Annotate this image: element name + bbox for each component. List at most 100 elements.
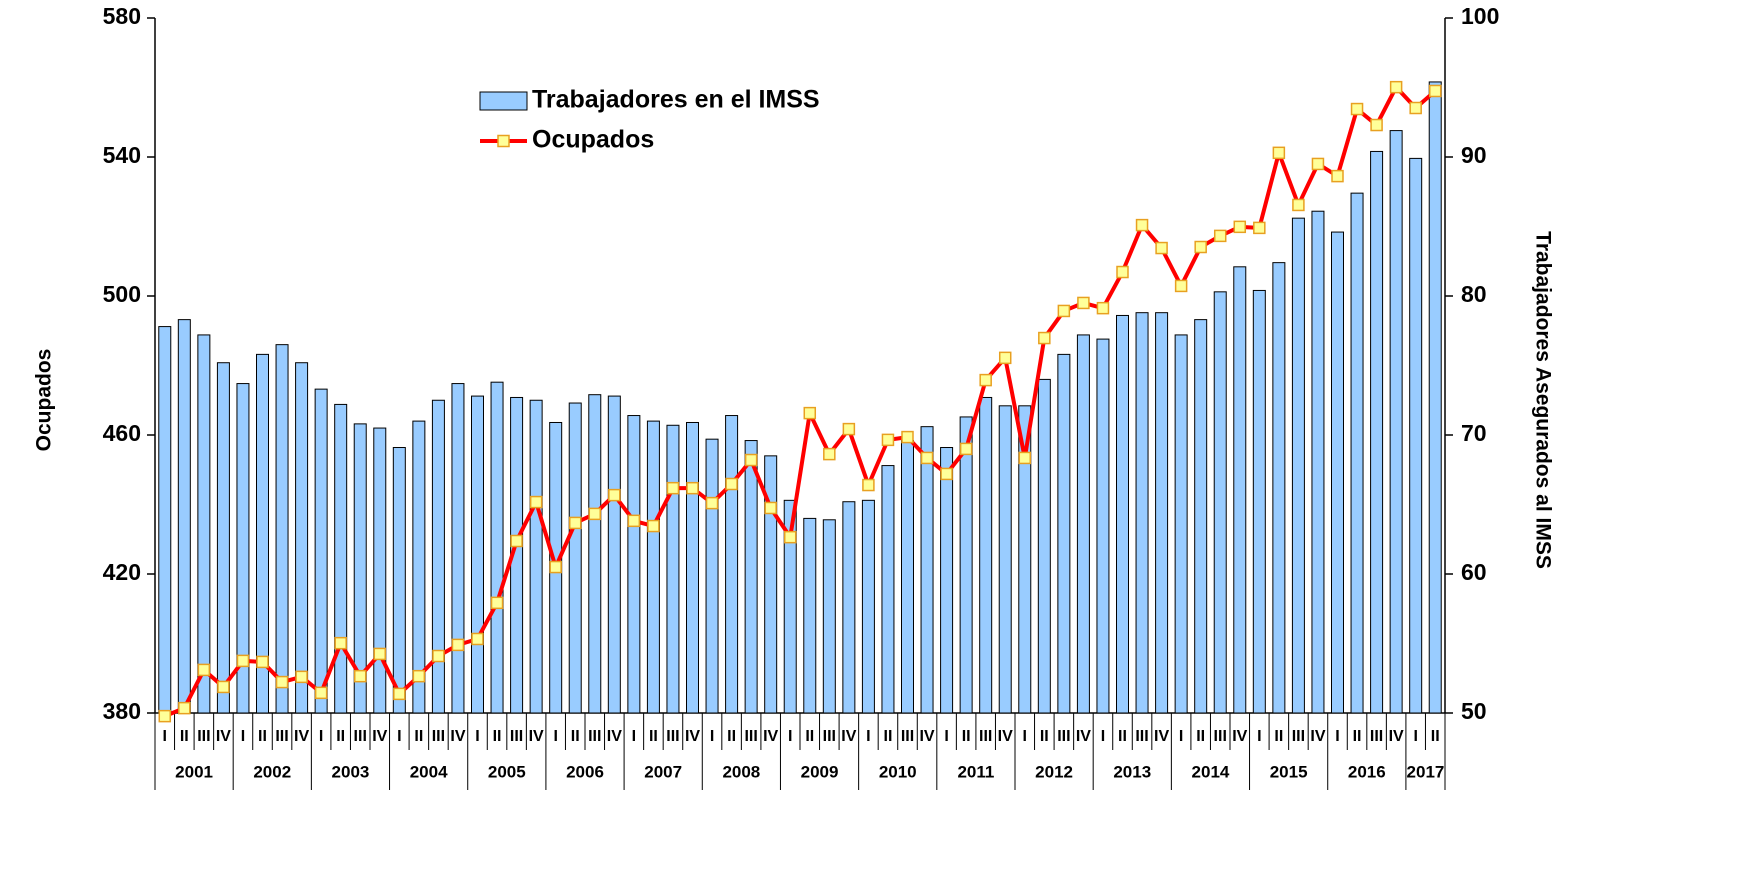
legend-label: Trabajadores en el IMSS [532, 86, 820, 114]
y2-tick-label: 70 [1461, 420, 1487, 446]
marker [334, 636, 347, 650]
x-tick-label: IV [294, 728, 309, 745]
bar [822, 519, 836, 714]
bar [1174, 334, 1188, 714]
x-tick-label: IV [1154, 728, 1169, 745]
year-label: 2004 [410, 762, 448, 781]
bar [979, 396, 993, 714]
bar [666, 424, 680, 714]
marker [1038, 331, 1051, 345]
marker [901, 430, 914, 444]
x-tick-label: I [1023, 728, 1027, 745]
x-tick-label: IV [529, 728, 544, 745]
x-tick-label: III [744, 728, 757, 745]
year-label: 2015 [1270, 762, 1308, 781]
bar [334, 403, 348, 714]
marker [803, 406, 817, 420]
x-tick-label: III [1214, 728, 1227, 745]
marker [647, 519, 660, 533]
marker [568, 516, 582, 530]
x-tick-label: III [979, 728, 992, 745]
bar [1057, 353, 1071, 714]
marker [666, 481, 680, 495]
x-tick-label: II [727, 728, 736, 745]
x-tick-label: III [275, 728, 288, 745]
x-tick-label: IV [372, 728, 387, 745]
marker [1350, 102, 1364, 116]
marker [510, 534, 523, 548]
marker [998, 351, 1012, 365]
year-label: 2006 [566, 762, 604, 781]
bar [529, 399, 543, 714]
y-tick-label: 460 [103, 420, 141, 446]
bar [1350, 192, 1364, 714]
bar [783, 499, 797, 714]
marker [1311, 157, 1325, 171]
bar [275, 344, 289, 714]
bar [1135, 312, 1149, 714]
marker [627, 514, 641, 528]
marker [412, 669, 426, 683]
marker [236, 654, 250, 668]
year-label: 2013 [1113, 762, 1151, 781]
bar [236, 383, 250, 714]
bar [959, 416, 973, 714]
marker [608, 488, 621, 502]
marker [490, 596, 504, 610]
bar [1311, 210, 1325, 714]
marker [842, 422, 856, 436]
marker [1116, 265, 1129, 279]
year-label: 2005 [488, 762, 526, 781]
x-tick-label: I [632, 728, 636, 745]
legend-marker [497, 134, 510, 148]
y2-tick-label: 80 [1461, 281, 1487, 307]
x-tick-label: III [901, 728, 914, 745]
marker [1135, 218, 1149, 232]
marker [1018, 451, 1032, 465]
y2-axis-title: Trabajadores Asegurados al IMSS [1531, 231, 1554, 569]
bar [1370, 150, 1384, 714]
x-tick-label: III [1370, 728, 1383, 745]
x-tick-label: III [197, 728, 210, 745]
x-tick-label: IV [919, 728, 934, 745]
marker [1213, 229, 1227, 243]
bar [920, 426, 934, 714]
bar [1037, 378, 1051, 714]
marker [744, 453, 758, 467]
x-tick-label: I [397, 728, 401, 745]
bar [861, 499, 875, 714]
x-tick-label: III [432, 728, 445, 745]
x-tick-label: II [336, 728, 345, 745]
x-tick-label: IV [1389, 728, 1404, 745]
marker [1194, 240, 1207, 254]
y-tick-label: 420 [103, 559, 141, 585]
y-tick-label: 580 [103, 3, 141, 29]
x-tick-label: III [666, 728, 679, 745]
x-tick-label: II [962, 728, 971, 745]
marker [549, 560, 562, 574]
x-tick-label: III [1135, 728, 1148, 745]
y2-tick-label: 50 [1461, 698, 1487, 724]
marker [1389, 80, 1403, 94]
bar [901, 440, 914, 714]
x-tick-label: III [354, 728, 367, 745]
x-tick-label: IV [841, 728, 856, 745]
x-tick-label: I [710, 728, 714, 745]
x-tick-label: I [1179, 728, 1183, 745]
x-tick-label: IV [1076, 728, 1091, 745]
x-tick-label: II [1431, 728, 1440, 745]
marker [940, 467, 953, 481]
marker [451, 638, 465, 652]
year-label: 2011 [957, 762, 994, 781]
x-tick-label: II [884, 728, 893, 745]
bar [568, 402, 582, 714]
bar [1409, 157, 1423, 714]
x-tick-label: I [553, 728, 557, 745]
x-tick-label: I [1413, 728, 1417, 745]
marker [353, 669, 367, 683]
bar [431, 399, 445, 714]
x-tick-label: I [475, 728, 479, 745]
year-label: 2001 [175, 762, 213, 781]
marker [1428, 84, 1442, 98]
marker [881, 433, 895, 447]
